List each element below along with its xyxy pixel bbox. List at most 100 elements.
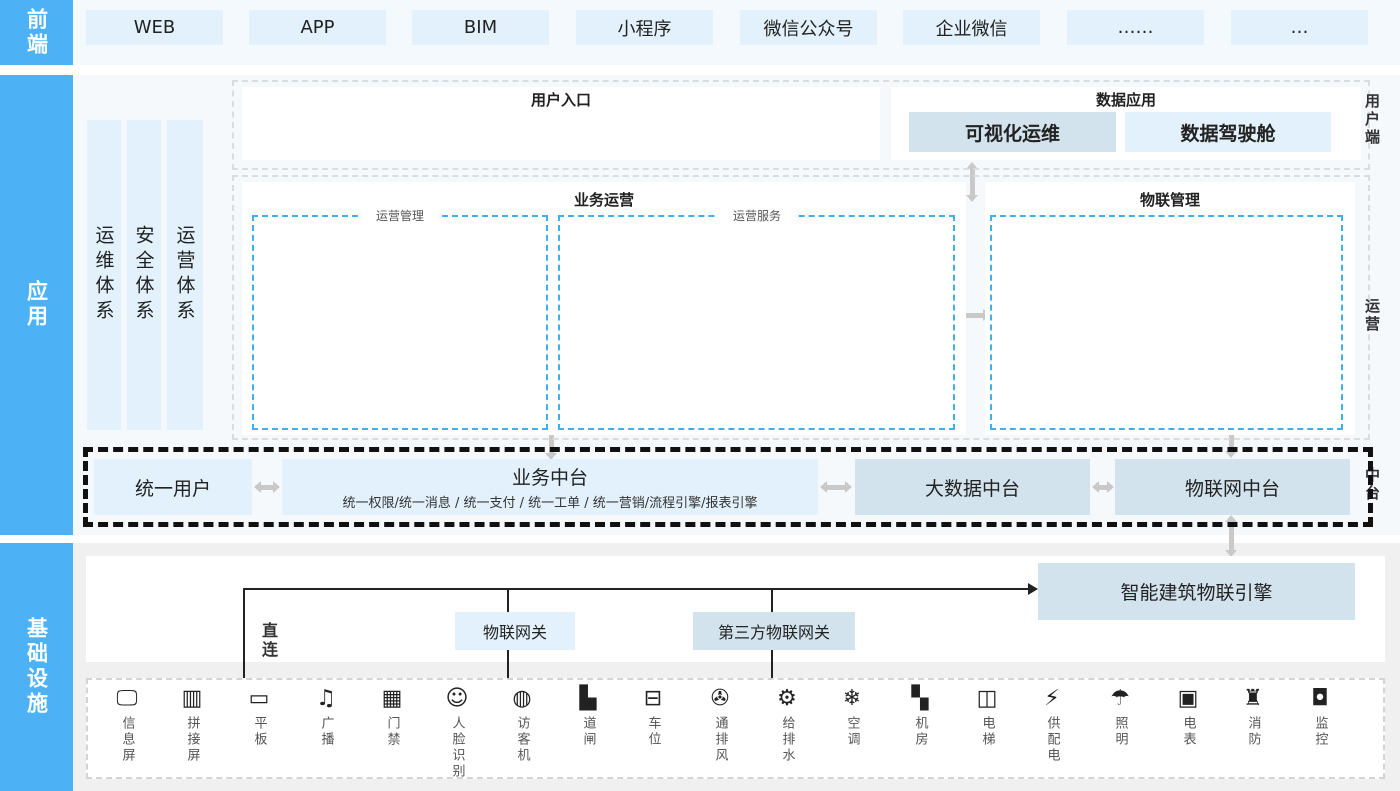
business-panel: [242, 182, 966, 435]
device-item[interactable]: ◍ 访客机: [502, 686, 542, 764]
arrow-head-icon: [845, 481, 852, 493]
arrow-head-icon: [1225, 451, 1237, 458]
hydrant-icon: ♜: [1243, 686, 1263, 711]
iot-mgmt-frame: [990, 215, 1343, 430]
barrier-gate-icon: ▙: [579, 686, 597, 711]
ops-mgmt-title: 运营管理: [360, 207, 440, 224]
iot-mgmt-title: 物联管理: [1139, 191, 1200, 209]
business-platform-box: 业务中台 统一权限/统一消息 / 统一支付 / 统一工单 / 统一营销/流程引擎…: [282, 459, 818, 515]
device-label: 道闸: [580, 716, 596, 748]
device-item[interactable]: ▙ 道闸: [568, 686, 608, 748]
device-item[interactable]: ◘ 监控: [1300, 686, 1340, 748]
double-arrow-icon: [1229, 521, 1234, 551]
double-arrow-icon: [970, 168, 975, 196]
iot-engine-box: 智能建筑物联引擎: [1038, 563, 1355, 620]
lamp-icon: ☂: [1110, 686, 1130, 711]
device-label: 给排水: [779, 716, 795, 764]
device-item[interactable]: ⚙ 给排水: [767, 686, 807, 764]
frontend-item[interactable]: 小程序: [576, 10, 713, 45]
device-item[interactable]: ✇ 通排风: [700, 686, 740, 764]
frontend-item[interactable]: WEB: [86, 10, 223, 45]
frontend-item[interactable]: 企业微信: [903, 10, 1040, 45]
fan-icon: ✇: [710, 686, 730, 711]
device-item[interactable]: ♫ 广播: [306, 686, 346, 748]
user-entry-panel: [242, 87, 880, 160]
ops-mgmt-frame: [252, 215, 548, 430]
arrow-head-icon: [545, 453, 557, 460]
unified-user-box: 统一用户: [94, 459, 252, 515]
frontend-item[interactable]: 微信公众号: [740, 10, 877, 45]
monitor-icon: 🖵: [116, 686, 138, 711]
device-item[interactable]: ⊟ 车位: [633, 686, 673, 748]
device-label: 拼接屏: [184, 716, 200, 764]
elevator-icon: ◫: [976, 686, 998, 711]
frontend-item[interactable]: BIM: [412, 10, 549, 45]
system-column: 运营体系: [167, 120, 203, 430]
device-label: 人脸识别: [449, 716, 465, 780]
qr-code-icon: ▦: [381, 686, 403, 711]
ops-service-title: 运营服务: [717, 207, 797, 224]
arrow-head-icon: [966, 195, 978, 202]
device-item[interactable]: ▭ 平板: [239, 686, 279, 748]
arrow-head-icon: [1092, 481, 1099, 493]
big-data-platform-box: 大数据中台: [855, 459, 1090, 515]
device-item[interactable]: ▣ 电表: [1168, 686, 1208, 748]
business-platform-title: 业务中台: [511, 467, 588, 489]
tablet-icon: ▭: [248, 686, 270, 711]
device-item[interactable]: ♜ 消防: [1233, 686, 1273, 748]
camera-icon: ◘: [1311, 686, 1329, 711]
device-item[interactable]: ❄ 空调: [832, 686, 872, 748]
device-item[interactable]: ▚ 机房: [900, 686, 940, 748]
frontend-item[interactable]: ……: [1067, 10, 1204, 45]
business-platform-subtitle: 统一权限/统一消息 / 统一支付 / 统一工单 / 统一营销/流程引擎/报表引擎: [342, 496, 758, 511]
user-entry-title: 用户入口: [530, 91, 591, 109]
device-item[interactable]: ◫ 电梯: [967, 686, 1007, 748]
arrow-head-icon: [1107, 481, 1114, 493]
device-label: 通排风: [712, 716, 728, 764]
video-wall-icon: ▥: [181, 686, 203, 711]
snowflake-icon: ❄: [842, 686, 862, 711]
device-label: 电梯: [979, 716, 995, 748]
operation-frame: [232, 175, 1370, 440]
right-label-user-side: 用户端: [1363, 93, 1381, 147]
device-label: 信息屏: [119, 716, 135, 764]
arrow-head-icon: [273, 481, 280, 493]
device-item[interactable]: ☺ 人脸识别: [437, 686, 477, 780]
double-arrow-icon: [963, 313, 984, 318]
layer-label-infrastructure: 基础设施: [0, 543, 73, 791]
device-label: 机房: [912, 716, 928, 748]
visitor-terminal-icon: ◍: [512, 686, 532, 711]
frontend-item[interactable]: …: [1231, 10, 1368, 45]
data-app-title: 数据应用: [1095, 91, 1156, 109]
double-arrow-icon: [260, 485, 274, 490]
device-label: 广播: [318, 716, 334, 748]
arrow-head-icon: [966, 162, 978, 169]
iot-platform-box: 物联网中台: [1115, 459, 1350, 515]
device-label: 监控: [1312, 716, 1328, 748]
device-label: 电表: [1180, 716, 1196, 748]
right-label-operation: 运营: [1363, 298, 1381, 334]
face-id-icon: ☺: [445, 686, 469, 711]
meter-icon: ▣: [1177, 686, 1199, 711]
server-room-icon: ▚: [911, 686, 929, 711]
device-item[interactable]: ▦ 门禁: [372, 686, 412, 748]
layer-label-frontend: 前端: [0, 0, 73, 65]
frontend-item[interactable]: APP: [249, 10, 386, 45]
device-label: 空调: [844, 716, 860, 748]
connector-line: [243, 588, 245, 678]
device-label: 平板: [251, 716, 267, 748]
device-item[interactable]: ▥ 拼接屏: [172, 686, 212, 764]
device-item[interactable]: ⚡ 供配电: [1032, 686, 1072, 764]
third-party-gateway-box: 第三方物联网关: [693, 612, 855, 650]
music-note-icon: ♫: [316, 686, 336, 711]
device-item[interactable]: ☂ 照明: [1100, 686, 1140, 748]
arrow-head-icon: [1225, 515, 1237, 522]
device-label: 门禁: [384, 716, 400, 748]
double-arrow-icon: [826, 485, 846, 490]
system-column: 安全体系: [127, 120, 161, 430]
arrow-head-icon: [1028, 583, 1038, 595]
water-pump-icon: ⚙: [777, 686, 797, 711]
device-item[interactable]: 🖵 信息屏: [107, 686, 147, 764]
data-cockpit-box: 数据驾驶舱: [1125, 112, 1331, 152]
device-label: 照明: [1112, 716, 1128, 748]
